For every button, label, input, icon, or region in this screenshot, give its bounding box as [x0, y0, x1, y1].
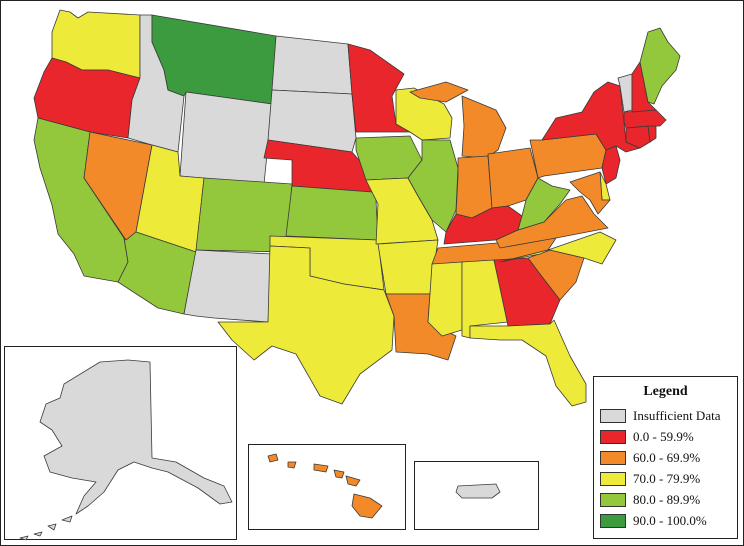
state-massachusetts	[623, 109, 667, 129]
state-new-hampshire	[631, 61, 657, 113]
state-new-mexico	[183, 249, 273, 323]
state-maine	[639, 27, 681, 105]
legend-item-80-89: 80.0 - 89.9%	[594, 489, 737, 510]
state-kentucky	[443, 205, 523, 245]
legend-swatch	[600, 408, 626, 423]
state-arkansas	[377, 239, 439, 295]
legend-swatch	[600, 513, 626, 528]
state-north-dakota	[271, 35, 353, 95]
legend-swatch	[600, 492, 626, 507]
state-illinois	[407, 139, 459, 233]
state-mississippi	[427, 261, 463, 337]
legend-label: 70.0 - 79.9%	[633, 470, 701, 486]
state-south-dakota	[267, 89, 357, 153]
state-new-jersey	[601, 145, 621, 185]
legend-swatch	[600, 471, 626, 486]
legend-item-70-79: 70.0 - 79.9%	[594, 468, 737, 489]
state-alaska-islands	[19, 515, 73, 541]
legend-label: 0.0 - 59.9%	[633, 428, 694, 444]
legend-item-60-69: 60.0 - 69.9%	[594, 447, 737, 468]
state-florida	[469, 319, 587, 407]
state-north-carolina	[499, 231, 617, 265]
state-pennsylvania	[529, 133, 607, 179]
legend-label: 80.0 - 89.9%	[633, 491, 701, 507]
state-texas	[217, 245, 395, 405]
legend: Legend Insufficient Data 0.0 - 59.9% 60.…	[593, 376, 738, 539]
territory-puerto-rico	[455, 483, 501, 499]
legend-swatch	[600, 450, 626, 465]
contiguous-states	[33, 9, 681, 407]
state-wyoming	[179, 91, 273, 185]
state-montana	[151, 14, 277, 105]
alaska-inset-frame	[4, 346, 237, 540]
legend-label: Insufficient Data	[633, 407, 721, 423]
legend-item-insufficient: Insufficient Data	[594, 405, 737, 426]
puerto-rico-inset-frame	[414, 461, 539, 530]
legend-label: 90.0 - 100.0%	[633, 512, 707, 528]
state-virginia	[495, 195, 609, 249]
state-maryland	[569, 171, 611, 215]
state-kansas	[285, 185, 379, 241]
legend-label: 60.0 - 69.9%	[633, 449, 701, 465]
state-hawaii	[267, 453, 383, 519]
legend-swatch	[600, 429, 626, 444]
legend-item-0-59: 0.0 - 59.9%	[594, 426, 737, 447]
state-west-virginia	[517, 177, 571, 231]
legend-item-90-100: 90.0 - 100.0%	[594, 510, 737, 531]
hawaii-inset-frame	[248, 444, 406, 530]
state-indiana	[455, 155, 493, 219]
state-alaska	[39, 359, 233, 515]
legend-title: Legend	[643, 384, 688, 399]
state-vermont	[617, 73, 633, 113]
